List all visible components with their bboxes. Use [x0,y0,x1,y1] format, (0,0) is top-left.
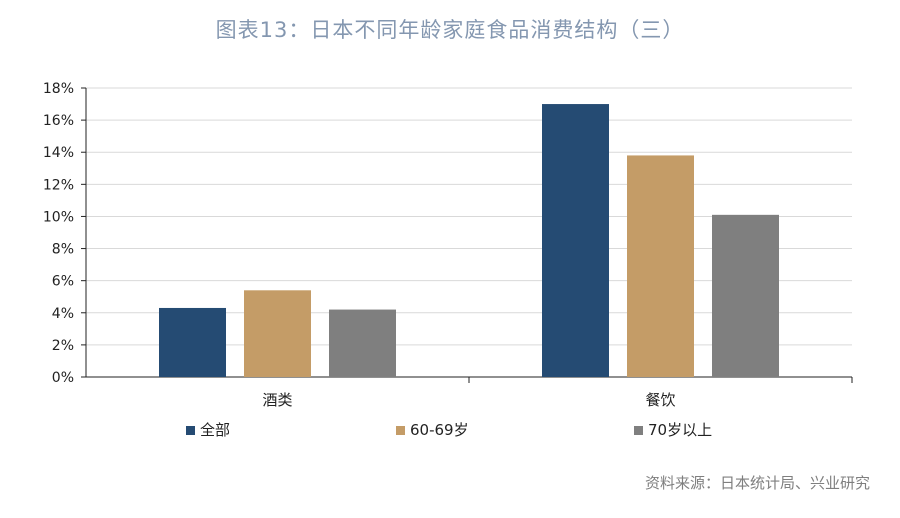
y-tick-label: 16% [43,113,74,129]
y-tick-label: 10% [43,209,74,225]
y-tick-label: 18% [43,81,74,97]
y-tick-label: 6% [52,274,74,290]
bar [627,155,694,377]
bar [542,104,609,378]
bar [159,307,226,377]
y-tick-label: 4% [52,306,74,322]
legend-swatch [396,426,405,435]
bar [244,290,311,377]
chart-title: 图表13：日本不同年龄家庭食品消费结构（三） [215,18,685,42]
source-note: 资料来源：日本统计局、兴业研究 [644,474,870,492]
x-category-label: 酒类 [262,391,292,409]
legend-label: 60-69岁 [410,421,469,439]
y-tick-label: 2% [52,338,74,354]
legend-label: 70岁以上 [648,421,712,439]
legend-swatch [186,426,195,435]
y-tick-label: 8% [52,242,74,258]
legend-swatch [634,426,643,435]
y-tick-label: 14% [43,145,74,161]
y-tick-label: 12% [43,177,74,193]
x-category-label: 餐饮 [645,391,675,409]
bar [329,309,396,377]
legend-label: 全部 [200,421,230,439]
bar [712,214,779,377]
y-tick-label: 0% [52,370,74,386]
